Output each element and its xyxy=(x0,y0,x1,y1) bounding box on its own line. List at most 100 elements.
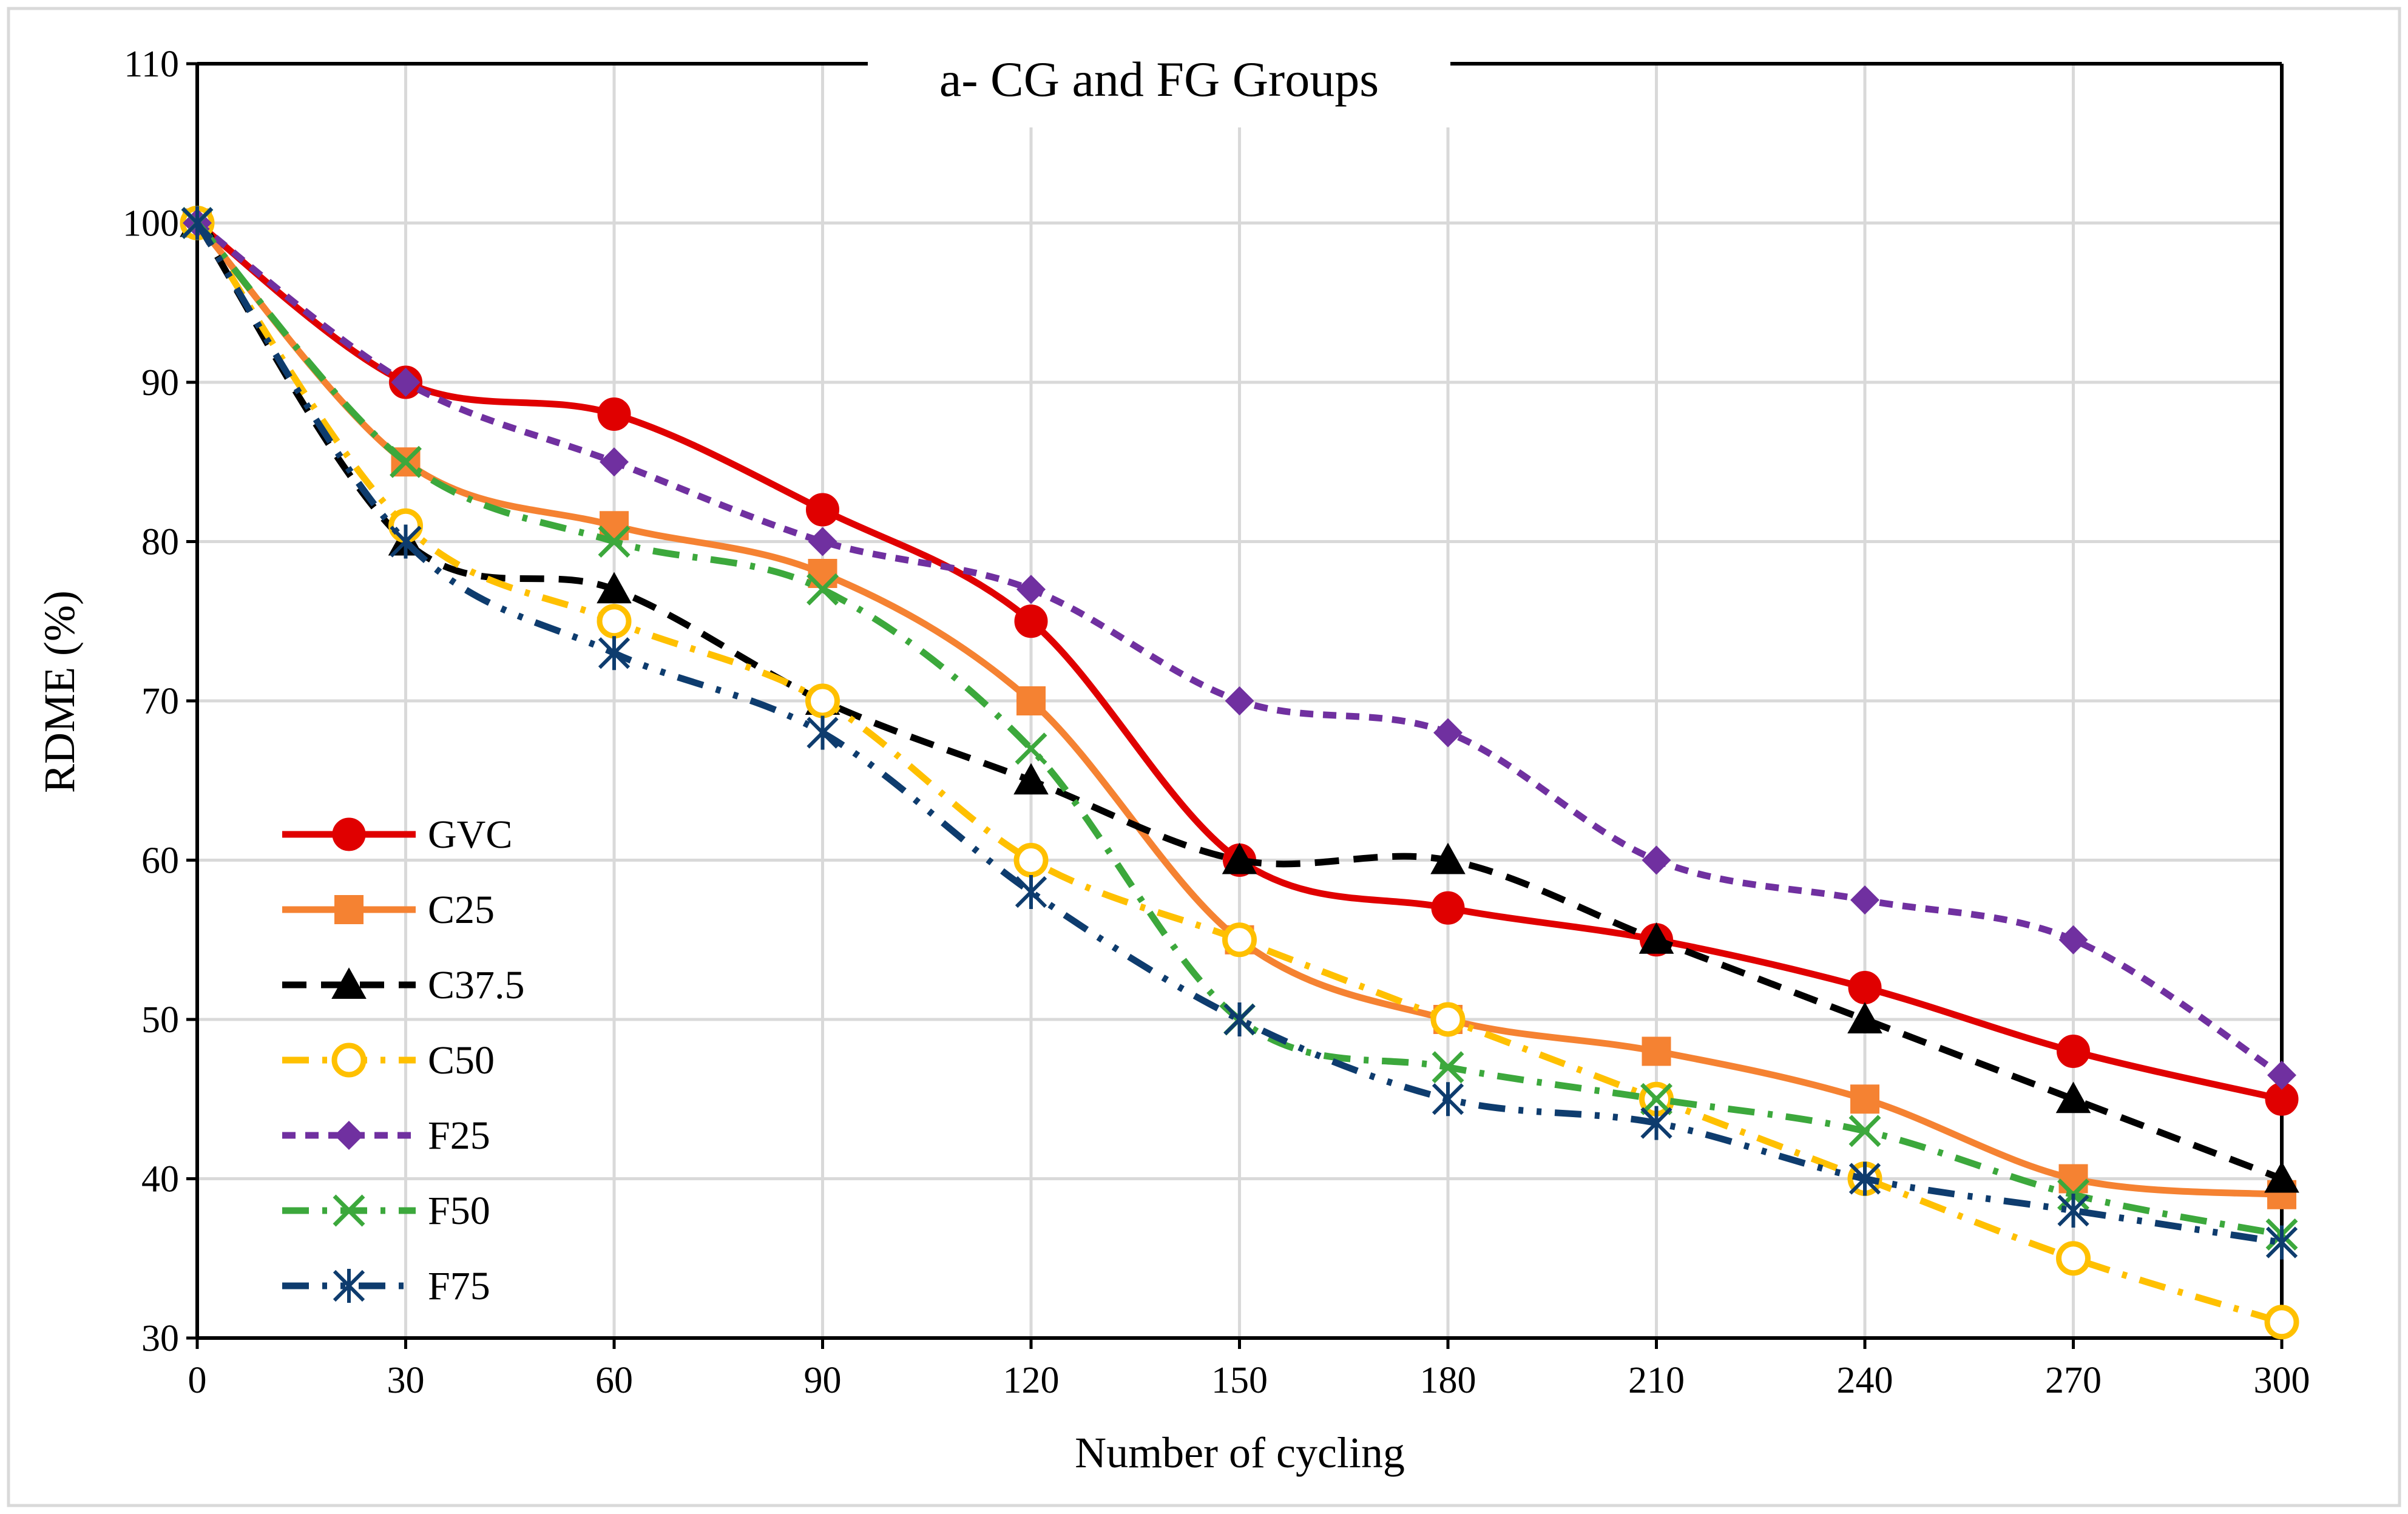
data-point-f75 xyxy=(2265,1225,2298,1260)
y-tick-label: 90 xyxy=(141,362,179,404)
data-point-c37-5 xyxy=(1847,1002,1882,1034)
marker-stroke xyxy=(390,445,422,478)
legend-swatch-marker xyxy=(334,1121,364,1150)
data-point-gvc xyxy=(597,397,631,431)
legend: GVC C25 C37.5 C50 F25 F50 F75 xyxy=(282,813,525,1308)
y-tick-label: 40 xyxy=(141,1159,179,1200)
marker-stroke xyxy=(807,573,839,606)
data-point-f25 xyxy=(600,447,629,477)
x-tick-label: 180 xyxy=(1420,1360,1476,1401)
data-point-f25 xyxy=(1642,845,1671,875)
data-point-gvc xyxy=(1431,891,1465,925)
series-line-c25 xyxy=(194,220,2282,1198)
data-point-f25 xyxy=(1225,686,1254,715)
title-area: a- CG and FG Groups xyxy=(868,49,1450,127)
y-tick-label: 110 xyxy=(124,44,179,85)
legend-entry-gvc: GVC xyxy=(282,813,512,857)
x-tick-label: 90 xyxy=(804,1360,842,1401)
data-point-c25 xyxy=(1642,1036,1671,1066)
legend-entry-f25: F25 xyxy=(282,1114,490,1158)
data-point-c50 xyxy=(1222,922,1257,958)
data-point-c50 xyxy=(2056,1241,2091,1276)
x-tick-label: 210 xyxy=(1628,1360,1685,1401)
data-point-c50 xyxy=(1013,843,1049,877)
data-point-c25 xyxy=(808,559,837,588)
data-point-f75 xyxy=(2057,1194,2089,1228)
data-point-f50 xyxy=(1432,1051,1464,1084)
series-line-c50 xyxy=(194,221,2283,1326)
x-tick-label: 300 xyxy=(2254,1360,2310,1401)
data-point-f25 xyxy=(391,368,421,397)
legend-label-f75: F75 xyxy=(428,1264,490,1308)
marker-stroke xyxy=(1432,1051,1464,1084)
data-point-f25 xyxy=(1016,575,1046,604)
data-point-c37-5 xyxy=(1639,922,1674,954)
y-tick-label: 100 xyxy=(123,203,179,245)
chart-frame xyxy=(7,7,2401,1507)
legend-label-f50: F50 xyxy=(428,1189,490,1233)
data-point-c37-5 xyxy=(1222,842,1257,874)
data-point-c50 xyxy=(805,683,840,718)
marker-stroke xyxy=(598,526,631,558)
data-point-c37-5 xyxy=(2055,1081,2091,1114)
x-tick-label: 270 xyxy=(2045,1360,2102,1401)
data-point-f75 xyxy=(598,636,631,671)
data-point-c37-5 xyxy=(597,572,632,604)
data-point-f75 xyxy=(1432,1082,1464,1117)
data-point-c37-5 xyxy=(2264,1161,2299,1193)
series-line-f50 xyxy=(194,220,2283,1238)
x-axis-title: Number of cycling xyxy=(1075,1428,1405,1477)
legend-swatch-marker xyxy=(334,895,364,924)
data-point-f75 xyxy=(181,206,214,240)
data-point-f25 xyxy=(1433,718,1463,748)
series-line-gvc xyxy=(195,220,2283,1103)
y-tick-label: 80 xyxy=(141,522,179,563)
legend-label-c25: C25 xyxy=(428,888,495,932)
data-point-gvc xyxy=(806,493,839,527)
x-tick-label: 30 xyxy=(387,1360,425,1401)
data-point-c25 xyxy=(1850,1084,1879,1114)
y-tick-label: 70 xyxy=(141,681,179,722)
data-point-c25 xyxy=(2058,1164,2088,1194)
data-point-c50 xyxy=(597,604,632,639)
data-point-f25 xyxy=(808,527,837,556)
marker-stroke xyxy=(1848,1115,1881,1147)
y-tick-label: 60 xyxy=(141,840,179,882)
legend-entry-f50: F50 xyxy=(282,1189,490,1233)
data-point-c37-5 xyxy=(1013,763,1049,795)
x-tick-label: 240 xyxy=(1837,1360,1893,1401)
data-point-f25 xyxy=(2058,925,2088,955)
y-tick-label: 50 xyxy=(141,999,179,1041)
legend-swatch-marker xyxy=(331,967,367,999)
data-point-gvc xyxy=(1848,971,1882,1004)
data-point-f75 xyxy=(390,524,422,559)
data-point-c37-5 xyxy=(1430,842,1466,874)
data-point-c50 xyxy=(1430,1002,1466,1037)
chart-title: a- CG and FG Groups xyxy=(939,52,1379,107)
data-point-c50 xyxy=(2264,1305,2299,1340)
data-point-f25 xyxy=(1850,885,1879,915)
series-layer xyxy=(180,205,2299,1340)
data-point-f75 xyxy=(1848,1161,1881,1196)
legend-entry-f75: F75 xyxy=(282,1264,490,1308)
x-tick-label: 120 xyxy=(1003,1360,1060,1401)
legend-swatch-marker xyxy=(333,1194,365,1227)
legend-entry-c50: C50 xyxy=(282,1038,495,1083)
y-tick-label: 30 xyxy=(141,1318,179,1359)
legend-entry-c25: C25 xyxy=(282,888,495,932)
data-point-f50 xyxy=(1015,732,1047,765)
series-f75 xyxy=(181,206,2298,1260)
legend-swatch-marker xyxy=(331,1043,367,1078)
y-axis-title: RDME (%) xyxy=(35,590,84,793)
data-point-f75 xyxy=(1223,1002,1256,1036)
marker-stroke xyxy=(1640,1083,1672,1115)
axis-titles: Number of cycling RDME (%) xyxy=(35,590,1405,1477)
legend-label-c50: C50 xyxy=(428,1038,495,1083)
legend-label-f25: F25 xyxy=(428,1114,490,1158)
marker-stroke xyxy=(333,1194,365,1227)
data-point-gvc xyxy=(1014,604,1048,638)
legend-label-gvc: GVC xyxy=(428,813,512,857)
marker-stroke xyxy=(1015,732,1047,765)
